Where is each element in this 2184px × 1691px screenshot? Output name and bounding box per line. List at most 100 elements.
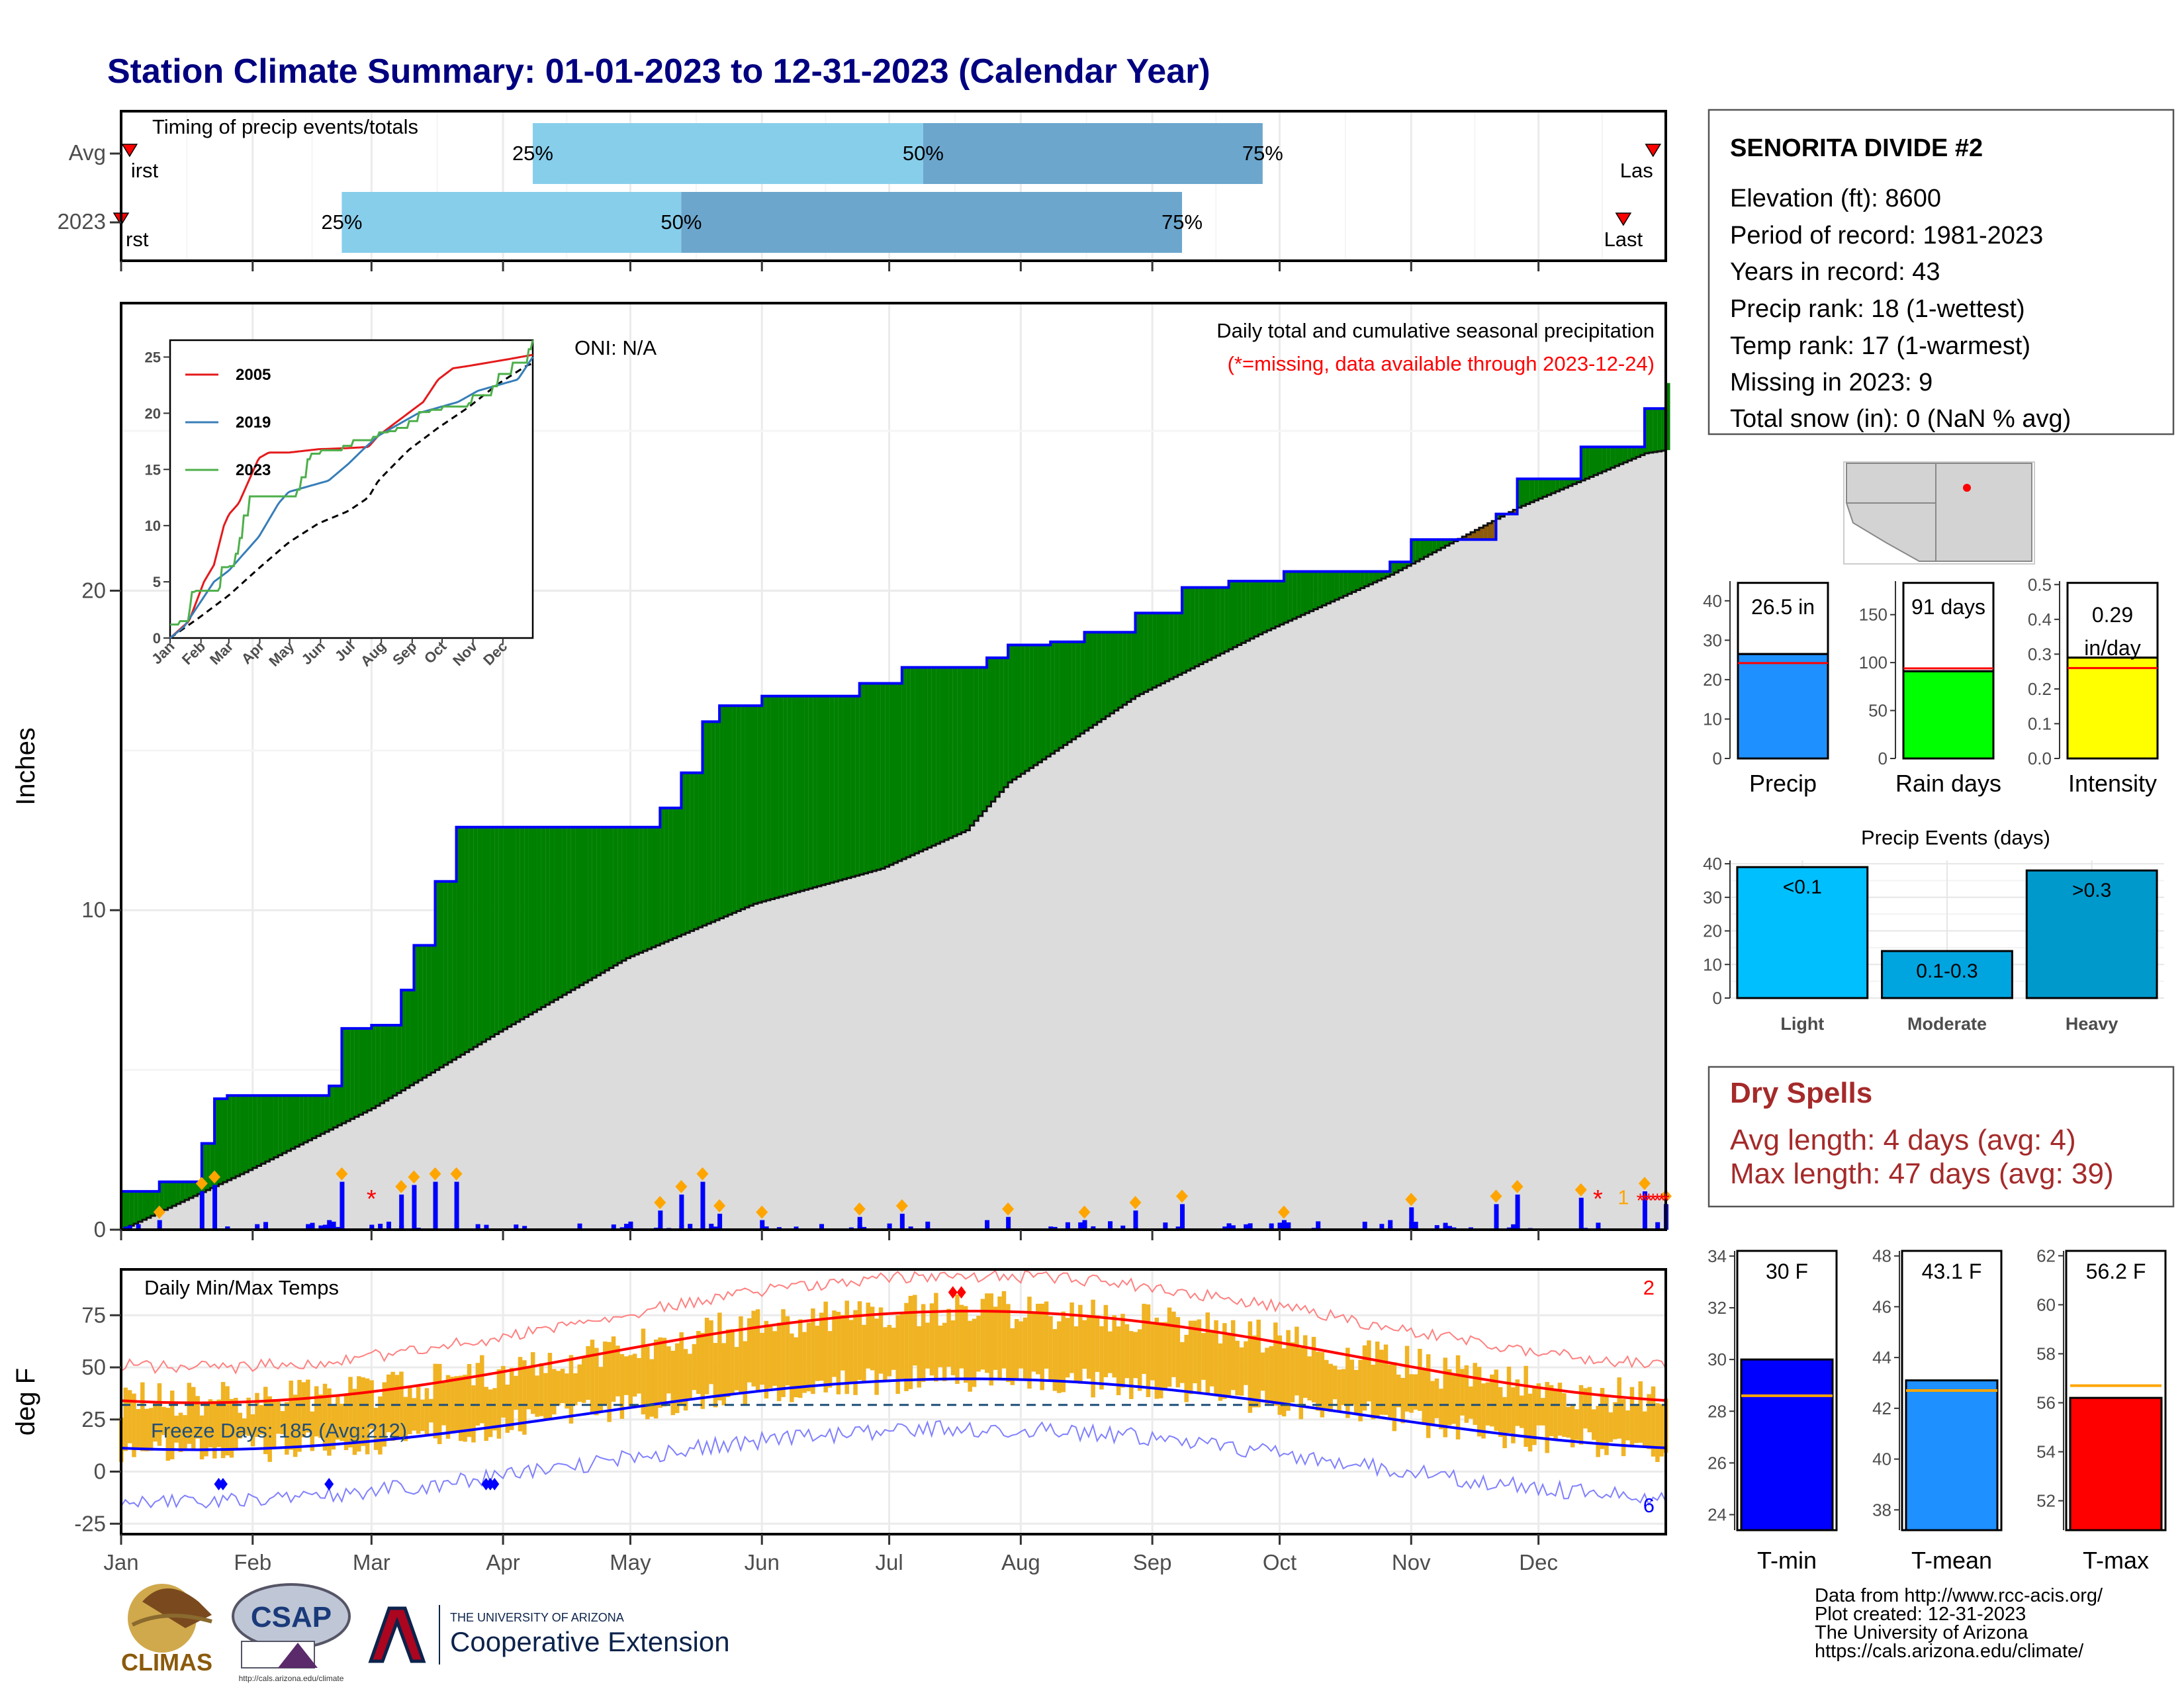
above-avg-fill [388, 1025, 393, 1099]
daily-temp-range-bar [891, 1328, 896, 1370]
daily-temp-range-bar [1617, 1377, 1621, 1439]
above-avg-fill [1644, 408, 1649, 453]
daily-temp-range-bar [768, 1324, 773, 1389]
above-avg-fill [257, 1095, 261, 1166]
temp-summary-value-tmean: 43.1 F [1922, 1259, 1982, 1283]
temp-summary-tick-label-tmean: 38 [1872, 1500, 1891, 1520]
daily-temp-range-bar [1583, 1388, 1588, 1429]
above-avg-fill [384, 1025, 389, 1101]
above-avg-fill [456, 827, 461, 1058]
above-avg-fill [469, 827, 474, 1050]
temp-panel: -25 0 25 50 75 Jan Feb Mar Apr May Jun Jul Aug Sep Oc… [11, 1268, 1668, 1575]
daily-temp-range-bar [853, 1310, 858, 1395]
above-avg-fill [431, 945, 435, 1073]
above-avg-fill [1666, 383, 1670, 451]
daily-precip-bar [454, 1222, 459, 1230]
avg-min-temp-line [120, 1377, 1666, 1451]
timing-label: Timing of precip events/totals [152, 115, 418, 138]
above-avg-fill [736, 706, 741, 911]
above-avg-fill [189, 1181, 194, 1199]
daily-temp-range-bar [394, 1375, 400, 1438]
daily-temp-range-bar [1103, 1304, 1109, 1377]
above-avg-fill [537, 827, 541, 1010]
daily-temp-range-bar [1613, 1402, 1617, 1440]
daily-temp-range-bar [743, 1341, 748, 1406]
above-avg-fill [588, 827, 592, 980]
above-avg-fill [401, 989, 406, 1091]
missing-note: (*=missing, data available through 2023-… [1228, 352, 1655, 375]
station-line-period: Period of record: 1981-2023 [1730, 222, 2043, 250]
daily-temp-range-bar [730, 1329, 735, 1394]
above-avg-fill [1636, 447, 1641, 457]
above-avg-fill [1339, 571, 1343, 598]
avg-max-temp-line [120, 1309, 1666, 1404]
footer-line-url: https://cals.arizona.edu/climate/ [1815, 1641, 2084, 1662]
daily-temp-range-bar [1256, 1319, 1261, 1408]
daily-temp-range-bar [602, 1341, 608, 1404]
daily-temp-range-bar [412, 1398, 416, 1431]
daily-temp-range-bar [785, 1316, 790, 1386]
daily-precip-bar [700, 1222, 705, 1230]
above-avg-fill [583, 827, 588, 983]
daily-temp-range-bar [1379, 1349, 1384, 1415]
daily-precip-bar [700, 1181, 705, 1230]
daily-temp-range-bar [565, 1373, 569, 1409]
above-avg-fill [885, 683, 889, 867]
daily-precip-bar [628, 1221, 633, 1230]
daily-temp-range-bar [229, 1398, 234, 1458]
above-avg-fill [193, 1181, 198, 1197]
below-avg-fill [1471, 532, 1475, 540]
above-avg-fill [405, 989, 410, 1088]
above-avg-fill [1059, 641, 1064, 748]
above-avg-fill [702, 721, 707, 926]
daily-temp-range-bar [1353, 1369, 1359, 1414]
daily-temp-range-bar [802, 1332, 807, 1393]
above-avg-fill [910, 667, 915, 856]
daily-temp-range-bar [136, 1408, 141, 1448]
daily-temp-range-bar [653, 1339, 659, 1419]
observed-cumulative-line [121, 383, 1667, 1193]
daily-temp-range-bar [1439, 1389, 1443, 1430]
above-avg-fill [1313, 571, 1318, 610]
daily-temp-range-bar [285, 1402, 289, 1455]
record-high-line [120, 1269, 1666, 1375]
daily-temp-range-bar [1091, 1299, 1095, 1398]
above-avg-fill [647, 827, 652, 949]
daily-precip-bar [399, 1225, 404, 1230]
daily-precip-bar [760, 1220, 765, 1230]
daily-precip-bar [1277, 1222, 1283, 1230]
daily-precip-bar [1286, 1222, 1291, 1230]
above-avg-fill [923, 667, 928, 850]
daily-temp-range-bar [357, 1376, 361, 1452]
inset-line-2023 [170, 340, 534, 626]
daily-temp-range-bar [1184, 1334, 1189, 1402]
above-avg-fill [410, 989, 414, 1085]
daily-temp-range-bar [980, 1299, 985, 1370]
daily-temp-range-bar [1036, 1303, 1040, 1375]
daily-temp-range-bar [1158, 1322, 1163, 1398]
timing-row-2023-label: 2023 [58, 209, 106, 234]
daily-temp-range-bar [1226, 1335, 1232, 1398]
daily-precip-bar [399, 1194, 404, 1230]
daily-temp-range-bar [692, 1344, 697, 1391]
daily-precip-bar [688, 1224, 693, 1230]
timing-bar-50-75-avg [923, 123, 1263, 184]
daily-temp-range-bar [1524, 1365, 1528, 1447]
freeze-days-label: Freeze Days: 185 (Avg:212) [151, 1419, 407, 1442]
daily-temp-range-bar [794, 1337, 799, 1398]
daily-precip-bar [1230, 1225, 1236, 1230]
daily-temp-range-bar [369, 1380, 374, 1430]
above-avg-fill [222, 1099, 228, 1183]
record-low-marker [490, 1477, 500, 1490]
daily-precip-bar [1078, 1222, 1083, 1230]
above-avg-fill [732, 706, 737, 913]
summary-tick-label-rain_days: 100 [1859, 653, 1888, 672]
daily-precip-bar [1642, 1191, 1647, 1230]
above-avg-fill [1135, 613, 1140, 696]
daily-temp-range-bar [1120, 1314, 1125, 1388]
above-avg-fill [783, 696, 788, 896]
temp-summary-bar-tmean [1905, 1379, 1999, 1531]
above-avg-fill [1156, 613, 1161, 686]
daily-temp-range-bar [1604, 1395, 1609, 1455]
daily-precip-bar [1388, 1220, 1393, 1230]
